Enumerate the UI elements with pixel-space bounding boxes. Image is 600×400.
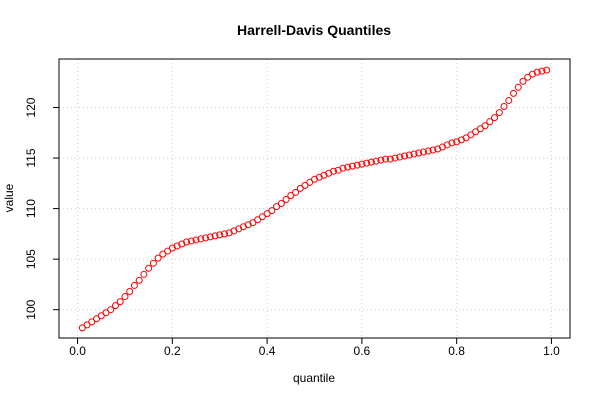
data-point bbox=[429, 146, 437, 154]
data-point bbox=[510, 89, 518, 97]
data-point bbox=[495, 109, 503, 117]
data-point bbox=[187, 237, 195, 245]
data-point bbox=[268, 207, 276, 215]
data-point bbox=[183, 238, 191, 246]
data-points bbox=[78, 66, 551, 332]
data-point bbox=[202, 234, 210, 242]
x-tick-label: 0.6 bbox=[354, 344, 371, 358]
y-tick-label: 100 bbox=[24, 299, 38, 319]
x-axis-label: quantile bbox=[293, 371, 335, 385]
data-point bbox=[543, 66, 551, 74]
data-point bbox=[519, 77, 527, 85]
data-point bbox=[192, 236, 200, 244]
data-point bbox=[107, 306, 115, 314]
data-point bbox=[292, 188, 300, 196]
data-point bbox=[382, 155, 390, 163]
data-point bbox=[140, 270, 148, 278]
data-point bbox=[386, 155, 394, 163]
data-point bbox=[111, 302, 119, 310]
data-point bbox=[372, 157, 380, 165]
data-point bbox=[491, 114, 499, 122]
plot-frame bbox=[58, 58, 571, 339]
x-tick-label: 0.2 bbox=[164, 344, 181, 358]
data-point bbox=[211, 232, 219, 240]
data-point bbox=[448, 139, 456, 147]
data-point bbox=[216, 231, 224, 239]
data-point bbox=[533, 68, 541, 76]
x-tick-label: 0.8 bbox=[448, 344, 465, 358]
data-point bbox=[367, 158, 375, 166]
data-point bbox=[126, 288, 134, 295]
y-tick-label: 115 bbox=[24, 148, 38, 167]
data-point bbox=[344, 163, 352, 171]
y-tick-label: 110 bbox=[24, 199, 38, 218]
data-point bbox=[358, 160, 366, 168]
data-point bbox=[500, 103, 508, 111]
y-axis: 100 105 110 115 120 bbox=[24, 97, 59, 320]
data-point bbox=[348, 162, 356, 170]
y-tick-label: 120 bbox=[24, 97, 38, 117]
chart-title: Harrell-Davis Quantiles bbox=[237, 22, 391, 38]
data-point bbox=[486, 118, 494, 126]
data-point bbox=[415, 149, 423, 157]
data-point bbox=[121, 293, 129, 301]
data-point bbox=[206, 233, 214, 241]
data-point bbox=[282, 196, 290, 204]
data-point bbox=[197, 235, 205, 243]
data-point bbox=[145, 264, 153, 272]
data-point bbox=[391, 154, 399, 162]
data-point bbox=[538, 67, 546, 75]
data-point bbox=[149, 259, 157, 267]
y-tick-label: 105 bbox=[24, 249, 38, 269]
x-tick-label: 0.4 bbox=[259, 344, 276, 358]
data-point bbox=[130, 281, 138, 289]
x-tick-label: 1.0 bbox=[543, 344, 560, 358]
data-point bbox=[154, 254, 162, 262]
data-point bbox=[505, 96, 513, 104]
data-point bbox=[514, 83, 522, 91]
data-point bbox=[481, 122, 489, 130]
data-point bbox=[277, 200, 285, 208]
data-point bbox=[363, 159, 371, 167]
data-point bbox=[401, 152, 409, 160]
data-point bbox=[424, 147, 432, 155]
data-point bbox=[419, 148, 427, 156]
data-point bbox=[377, 156, 385, 164]
data-point bbox=[405, 151, 413, 159]
y-axis-label: value bbox=[2, 183, 16, 212]
data-point bbox=[135, 276, 143, 284]
grid bbox=[59, 59, 570, 338]
data-point bbox=[116, 298, 124, 306]
data-point bbox=[220, 230, 228, 238]
x-axis: 0.0 0.2 0.4 0.6 0.8 1.0 bbox=[69, 338, 560, 358]
data-point bbox=[396, 153, 404, 161]
data-point bbox=[339, 164, 347, 172]
data-point bbox=[410, 150, 418, 158]
data-point bbox=[353, 161, 361, 169]
x-tick-label: 0.0 bbox=[69, 344, 86, 358]
data-point bbox=[329, 167, 337, 175]
